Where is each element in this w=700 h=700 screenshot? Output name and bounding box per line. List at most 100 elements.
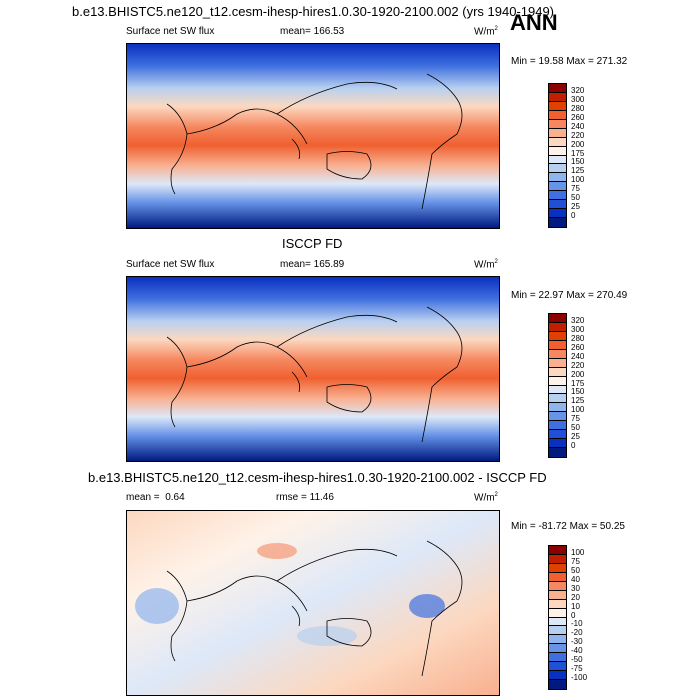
colorbar-tick-label: 30 xyxy=(571,583,580,593)
colorbar-tick-label: 240 xyxy=(571,121,585,131)
colorbar-tick-label: 125 xyxy=(571,166,585,176)
colorbar-segment xyxy=(549,572,566,582)
colorbar-segment xyxy=(549,608,566,618)
panel1-colorbar xyxy=(548,83,567,228)
colorbar-segment xyxy=(549,322,566,332)
panel1-units: W/m2 xyxy=(474,26,498,38)
colorbar-tick-label: 20 xyxy=(571,592,580,602)
colorbar-segment xyxy=(549,439,566,449)
panel3-rmse: rmse = 11.46 xyxy=(276,492,334,503)
colorbar-segment xyxy=(549,376,566,386)
colorbar-segment xyxy=(549,340,566,350)
colorbar-tick-label: -40 xyxy=(571,646,583,656)
colorbar-tick-label: 200 xyxy=(571,369,585,379)
colorbar-tick-label: 200 xyxy=(571,139,585,149)
colorbar-segment xyxy=(549,635,566,645)
colorbar-tick-label: 175 xyxy=(571,148,585,158)
panel3-mean: mean = 0.64 xyxy=(126,492,185,503)
colorbar-segment xyxy=(549,349,566,359)
panel2-map xyxy=(126,276,500,462)
panel2-mean: mean= 165.89 xyxy=(280,259,345,270)
colorbar-tick-label: -75 xyxy=(571,664,583,674)
colorbar-tick-label: 280 xyxy=(571,333,585,343)
colorbar-tick-label: 320 xyxy=(571,85,585,95)
colorbar-tick-label: 10 xyxy=(571,601,580,611)
panel3-blob xyxy=(135,588,179,624)
colorbar-segment xyxy=(549,331,566,341)
colorbar-tick-label: 75 xyxy=(571,414,580,424)
panel1-mean: mean= 166.53 xyxy=(280,26,345,37)
colorbar-segment xyxy=(549,182,566,192)
panel2-coastlines xyxy=(166,306,463,443)
colorbar-segment xyxy=(549,394,566,404)
colorbar-tick-label: 220 xyxy=(571,360,585,370)
colorbar-tick-label: 280 xyxy=(571,103,585,113)
colorbar-segment xyxy=(549,412,566,422)
colorbar-tick-label: -50 xyxy=(571,655,583,665)
colorbar-tick-label: 50 xyxy=(571,423,580,433)
colorbar-segment xyxy=(549,218,566,227)
colorbar-tick-label: 260 xyxy=(571,342,585,352)
colorbar-tick-label: 220 xyxy=(571,130,585,140)
colorbar-segment xyxy=(549,662,566,672)
colorbar-tick-label: 0 xyxy=(571,211,576,221)
colorbar-segment xyxy=(549,164,566,174)
colorbar-segment xyxy=(549,421,566,431)
panel1-minmax: Min = 19.58 Max = 271.32 xyxy=(511,56,628,67)
colorbar-tick-label: 150 xyxy=(571,157,585,167)
panel2-variable: Surface net SW flux xyxy=(126,259,215,270)
colorbar-tick-label: 260 xyxy=(571,112,585,122)
colorbar-tick-label: 300 xyxy=(571,324,585,334)
colorbar-segment xyxy=(549,448,566,457)
panel1-variable: Surface net SW flux xyxy=(126,26,215,37)
panel3-map xyxy=(126,510,500,696)
colorbar-tick-label: 50 xyxy=(571,565,580,575)
colorbar-segment xyxy=(549,626,566,636)
colorbar-tick-label: 100 xyxy=(571,175,585,185)
colorbar-segment xyxy=(549,314,566,323)
colorbar-tick-label: 40 xyxy=(571,574,580,584)
panel3-colorbar xyxy=(548,545,567,690)
panel3-blob xyxy=(409,594,445,618)
case-title: b.e13.BHISTC5.ne120_t12.cesm-ihesp-hires… xyxy=(72,4,555,19)
colorbar-segment xyxy=(549,84,566,93)
colorbar-segment xyxy=(549,155,566,165)
colorbar-tick-label: 75 xyxy=(571,184,580,194)
colorbar-segment xyxy=(549,385,566,395)
colorbar-segment xyxy=(549,671,566,681)
colorbar-segment xyxy=(549,653,566,663)
colorbar-tick-label: 75 xyxy=(571,556,580,566)
colorbar-segment xyxy=(549,146,566,156)
colorbar-tick-label: 100 xyxy=(571,547,585,557)
colorbar-segment xyxy=(549,680,566,689)
colorbar-tick-label: 0 xyxy=(571,610,576,620)
colorbar-tick-label: 50 xyxy=(571,193,580,203)
colorbar-segment xyxy=(549,590,566,600)
colorbar-segment xyxy=(549,191,566,201)
colorbar-segment xyxy=(549,200,566,210)
colorbar-tick-label: 100 xyxy=(571,405,585,415)
colorbar-segment xyxy=(549,617,566,627)
colorbar-segment xyxy=(549,563,566,573)
colorbar-segment xyxy=(549,137,566,147)
colorbar-segment xyxy=(549,101,566,111)
colorbar-segment xyxy=(549,92,566,102)
colorbar-segment xyxy=(549,546,566,555)
colorbar-segment xyxy=(549,173,566,183)
panel3-minmax: Min = -81.72 Max = 50.25 xyxy=(511,521,625,532)
colorbar-tick-label: 150 xyxy=(571,387,585,397)
colorbar-tick-label: -30 xyxy=(571,637,583,647)
colorbar-segment xyxy=(549,554,566,564)
colorbar-segment xyxy=(549,209,566,219)
colorbar-segment xyxy=(549,110,566,120)
colorbar-segment xyxy=(549,119,566,129)
colorbar-segment xyxy=(549,367,566,377)
colorbar-tick-label: 125 xyxy=(571,396,585,406)
panel1-field xyxy=(127,44,499,228)
panel3-units: W/m2 xyxy=(474,492,498,504)
colorbar-tick-label: 25 xyxy=(571,432,580,442)
panel1-coastlines xyxy=(166,73,463,210)
panel3-blob xyxy=(257,543,297,559)
colorbar-tick-label: -20 xyxy=(571,628,583,638)
colorbar-tick-label: 320 xyxy=(571,315,585,325)
